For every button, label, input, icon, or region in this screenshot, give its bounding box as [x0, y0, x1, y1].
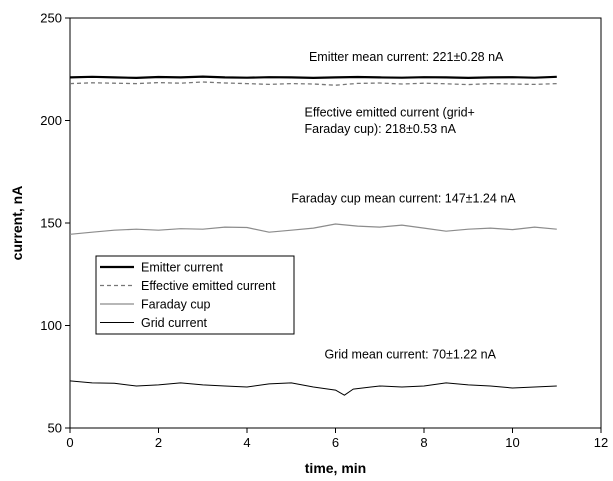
y-tick-label: 150 — [40, 216, 62, 231]
annotation-text: Grid mean current: 70±1.22 nA — [324, 347, 496, 361]
y-tick-label: 50 — [48, 421, 62, 436]
annotation-text: Faraday cup): 218±0.53 nA — [305, 122, 457, 136]
legend: Emitter current Effective emitted current… — [95, 255, 295, 335]
series-line-grid-current — [69, 380, 557, 396]
y-tick-label: 200 — [40, 113, 62, 128]
annotation-text: Emitter mean current: 221±0.28 nA — [309, 50, 504, 64]
x-tick-label: 8 — [420, 435, 427, 450]
x-tick-label: 12 — [594, 435, 608, 450]
annotation-text: Faraday cup mean current: 147±1.24 nA — [291, 192, 516, 206]
x-axis-title: time, min — [305, 460, 366, 476]
axis-ticks — [65, 17, 602, 433]
series-lines — [69, 75, 557, 396]
axis-tick-labels: 0 2 4 6 8 10 12 50 100 150 200 250 — [40, 11, 608, 451]
legend-entry-label: Effective emitted current — [141, 279, 276, 293]
y-tick-label: 250 — [40, 11, 62, 26]
annotations: Emitter mean current: 221±0.28 nA Effecti… — [291, 50, 516, 361]
legend-box — [95, 255, 295, 335]
x-tick-label: 2 — [155, 435, 162, 450]
x-tick-label: 6 — [332, 435, 339, 450]
x-tick-label: 0 — [66, 435, 73, 450]
legend-entry-label: Emitter current — [141, 261, 223, 275]
legend-entry-label: Grid current — [141, 316, 208, 330]
legend-entry-label: Faraday cup — [141, 298, 211, 312]
series-line-faraday-cup — [69, 223, 557, 235]
y-tick-label: 100 — [40, 318, 62, 333]
x-tick-label: 4 — [243, 435, 250, 450]
series-line-emitter-current — [69, 75, 557, 80]
x-tick-label: 10 — [505, 435, 519, 450]
y-axis-title: current, nA — [9, 186, 25, 261]
annotation-text: Effective emitted current (grid+ — [305, 105, 475, 119]
